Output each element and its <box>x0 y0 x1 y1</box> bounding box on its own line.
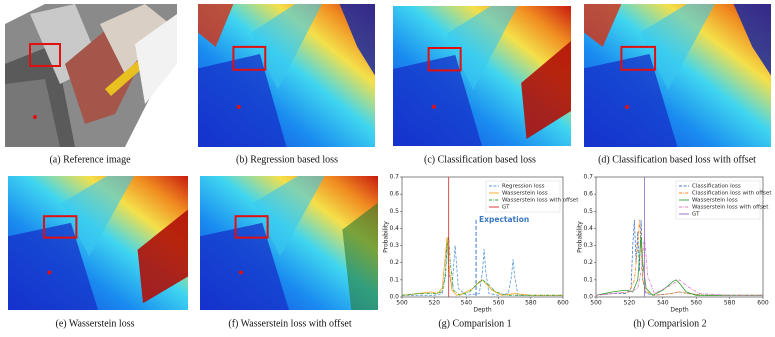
y-tick-label: 0.3 <box>583 242 593 249</box>
depth-map <box>584 4 771 147</box>
panel-caption: (f) Wasserstein loss with offset <box>228 318 351 329</box>
panel-caption: (c) Classification based loss <box>424 154 536 165</box>
series-line <box>401 236 563 296</box>
y-axis-label: Probability <box>577 221 584 253</box>
highlight-box <box>234 215 269 239</box>
noise-region <box>342 202 378 310</box>
reference-image <box>5 4 177 147</box>
y-tick-label: 0.2 <box>583 259 593 266</box>
series-line <box>595 219 763 296</box>
series-line <box>401 236 563 296</box>
x-tick-label: 560 <box>690 300 702 307</box>
near-region <box>584 54 678 147</box>
mid-region <box>251 4 322 90</box>
x-tick-label: 600 <box>557 300 569 307</box>
highlight-box <box>232 45 267 71</box>
series-line <box>402 236 563 296</box>
near-region <box>8 222 98 310</box>
y-tick-label: 0.1 <box>389 276 399 283</box>
legend-label: GT <box>692 212 700 218</box>
point-marker <box>625 104 630 109</box>
legend-label: Wasserstein loss with offset <box>692 205 769 211</box>
mid-region <box>253 176 325 257</box>
depth-map <box>393 6 571 146</box>
far-region <box>137 209 188 304</box>
legend-label: Classification loss with offset <box>692 191 772 197</box>
y-tick-label: 0.0 <box>389 294 399 301</box>
far-region <box>521 41 571 139</box>
near-region <box>200 222 289 310</box>
panel-caption: (g) Comparision 1 <box>438 318 511 329</box>
panel-caption: (e) Wasserstein loss <box>56 318 135 329</box>
legend-label: Wasserstein loss <box>502 191 548 197</box>
x-tick-label: 520 <box>428 300 440 307</box>
y-tick-label: 0.0 <box>583 294 593 301</box>
legend-label: Classification loss <box>692 184 741 190</box>
legend-label: Regression loss <box>502 184 545 190</box>
y-tick-label: 0.4 <box>583 225 593 232</box>
x-tick-label: 560 <box>493 300 505 307</box>
legend-label: Wasserstein loss with offset <box>502 198 579 204</box>
highlight-box <box>620 45 657 71</box>
series-line <box>595 236 763 296</box>
near-region <box>393 55 482 146</box>
mid-region <box>446 6 518 90</box>
noise-region <box>198 4 234 47</box>
noise-region <box>339 4 375 76</box>
mid-region <box>62 176 134 257</box>
point-marker <box>238 270 243 275</box>
y-tick-label: 0.4 <box>389 225 399 232</box>
highlight-box <box>43 215 78 239</box>
y-tick-label: 0.5 <box>389 208 399 215</box>
point-marker <box>236 104 241 109</box>
y-tick-label: 0.2 <box>389 259 399 266</box>
x-tick-label: 500 <box>396 300 408 307</box>
x-tick-label: 540 <box>461 300 473 307</box>
y-axis-label: Probability <box>383 221 390 253</box>
x-axis-label: Depth <box>473 307 491 314</box>
x-tick-label: 540 <box>657 300 669 307</box>
near-region <box>198 54 287 147</box>
panel-caption: (d) Classification based loss with offse… <box>598 154 756 165</box>
annotation-text: Expectation <box>479 215 529 224</box>
highlight-box <box>427 47 462 72</box>
y-tick-label: 0.7 <box>389 174 399 181</box>
panel-caption: (h) Comparision 2 <box>633 318 706 329</box>
panel-caption: (b) Regression based loss <box>236 154 338 165</box>
x-axis-label: Depth <box>670 307 688 314</box>
legend-box <box>675 180 761 220</box>
x-tick-label: 500 <box>590 300 602 307</box>
depth-map <box>198 4 375 147</box>
series-line <box>595 236 763 296</box>
panel-caption: (a) Reference image <box>49 154 131 165</box>
mid-region <box>640 4 715 90</box>
depth-map <box>8 176 188 310</box>
x-tick-label: 520 <box>624 300 636 307</box>
legend-label: Wasserstein loss <box>692 198 738 204</box>
noise-region <box>733 4 771 76</box>
x-tick-label: 580 <box>525 300 537 307</box>
y-tick-label: 0.5 <box>583 208 593 215</box>
y-tick-label: 0.7 <box>583 174 593 181</box>
point-marker <box>431 104 436 109</box>
noise-region <box>584 4 622 47</box>
y-tick-label: 0.3 <box>389 242 399 249</box>
depth-map <box>200 176 378 310</box>
y-tick-label: 0.6 <box>583 191 593 198</box>
point-marker <box>47 270 52 275</box>
y-tick-label: 0.1 <box>583 276 593 283</box>
x-tick-label: 600 <box>757 300 769 307</box>
x-tick-label: 580 <box>724 300 736 307</box>
legend-label: GT <box>502 205 510 211</box>
y-tick-label: 0.6 <box>389 191 399 198</box>
